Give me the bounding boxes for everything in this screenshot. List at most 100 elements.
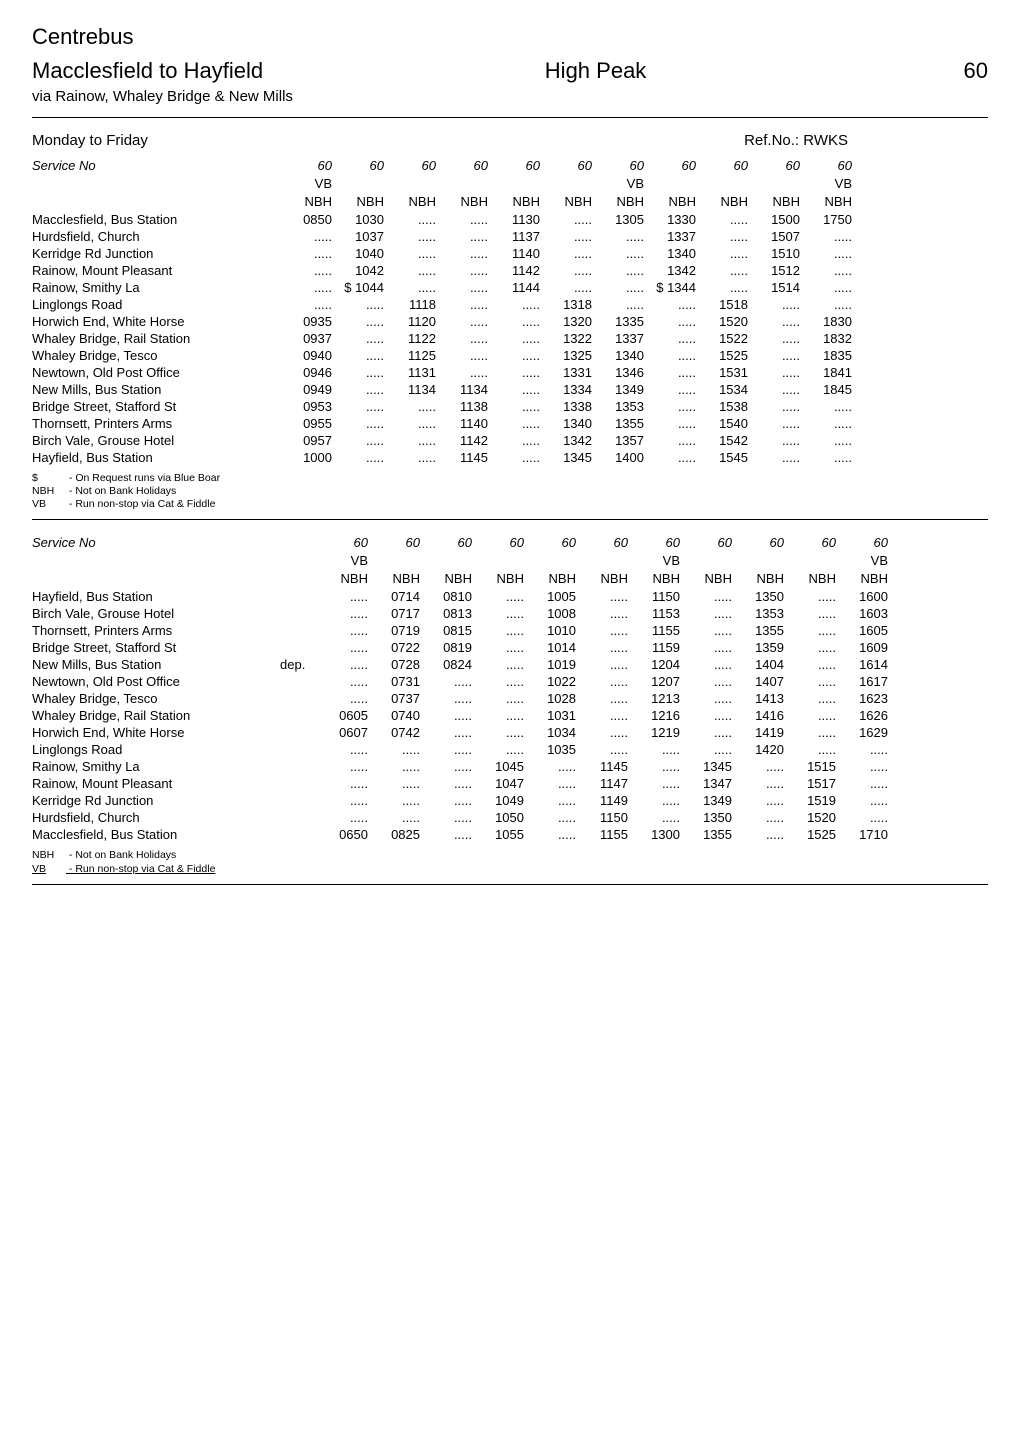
time-cell: 1005: [524, 588, 576, 605]
time-cell: .....: [332, 449, 384, 466]
dep-marker: [280, 758, 316, 775]
code-cell: VB: [592, 175, 644, 193]
dep-marker: [280, 707, 316, 724]
time-cell: 1040: [332, 245, 384, 262]
time-cell: 1204: [628, 656, 680, 673]
time-cell: .....: [644, 432, 696, 449]
time-cell: .....: [332, 415, 384, 432]
time-cell: 1507: [748, 228, 800, 245]
time-cell: 0815: [420, 622, 472, 639]
time-cell: .....: [680, 639, 732, 656]
code-cell: NBH: [384, 193, 436, 211]
stop-name: Newtown, Old Post Office: [32, 364, 280, 381]
time-cell: .....: [384, 279, 436, 296]
time-cell: .....: [540, 279, 592, 296]
code-cell: [368, 552, 420, 570]
time-cell: .....: [592, 262, 644, 279]
time-cell: 1000: [280, 449, 332, 466]
time-cell: .....: [540, 245, 592, 262]
time-cell: 1538: [696, 398, 748, 415]
time-cell: 1137: [488, 228, 540, 245]
time-cell: .....: [784, 622, 836, 639]
time-cell: .....: [332, 296, 384, 313]
time-cell: 1207: [628, 673, 680, 690]
time-cell: 1514: [748, 279, 800, 296]
code-cell: NBH: [488, 193, 540, 211]
time-cell: .....: [384, 415, 436, 432]
service-no: 60: [316, 534, 368, 552]
stop-name: Bridge Street, Stafford St: [32, 639, 280, 656]
dep-marker: [280, 741, 316, 758]
time-cell: 1334: [540, 381, 592, 398]
code-cell: VB: [280, 175, 332, 193]
time-cell: .....: [644, 415, 696, 432]
time-cell: 0731: [368, 673, 420, 690]
code-cell: VB: [800, 175, 852, 193]
service-no: 60: [696, 157, 748, 175]
code-cell: NBH: [472, 570, 524, 588]
dep-marker: [280, 775, 316, 792]
time-cell: 1138: [436, 398, 488, 415]
time-cell: 1359: [732, 639, 784, 656]
stop-name: Horwich End, White Horse: [32, 724, 280, 741]
time-cell: $ 1044: [332, 279, 384, 296]
time-cell: 1349: [592, 381, 644, 398]
time-cell: .....: [368, 741, 420, 758]
time-cell: 1150: [628, 588, 680, 605]
time-cell: 1022: [524, 673, 576, 690]
time-cell: .....: [316, 758, 368, 775]
code-cell: [420, 552, 472, 570]
time-cell: .....: [420, 809, 472, 826]
time-cell: .....: [488, 330, 540, 347]
service-no-label: Service No: [32, 534, 280, 552]
code-cell: NBH: [784, 570, 836, 588]
time-cell: .....: [800, 432, 852, 449]
time-cell: 1355: [680, 826, 732, 843]
time-cell: 0722: [368, 639, 420, 656]
code-cell: [332, 175, 384, 193]
timetable-outbound: Service No6060606060606060606060VBVBVBNB…: [32, 157, 852, 466]
time-cell: .....: [316, 792, 368, 809]
time-cell: 1353: [592, 398, 644, 415]
time-cell: 1830: [800, 313, 852, 330]
time-cell: 1845: [800, 381, 852, 398]
divider: [32, 519, 988, 520]
time-cell: .....: [748, 364, 800, 381]
time-cell: .....: [472, 622, 524, 639]
time-cell: 1347: [680, 775, 732, 792]
time-cell: 1420: [732, 741, 784, 758]
time-cell: .....: [576, 656, 628, 673]
time-cell: 1350: [732, 588, 784, 605]
stop-name: Kerridge Rd Junction: [32, 792, 280, 809]
time-cell: .....: [576, 690, 628, 707]
time-cell: .....: [628, 792, 680, 809]
time-cell: .....: [644, 330, 696, 347]
time-cell: 1140: [436, 415, 488, 432]
stop-name: Whaley Bridge, Tesco: [32, 347, 280, 364]
time-cell: 1320: [540, 313, 592, 330]
time-cell: 1518: [696, 296, 748, 313]
time-cell: 1629: [836, 724, 888, 741]
time-cell: .....: [540, 211, 592, 228]
time-cell: .....: [576, 673, 628, 690]
stop-name: New Mills, Bus Station: [32, 381, 280, 398]
time-cell: 0813: [420, 605, 472, 622]
time-cell: 1155: [576, 826, 628, 843]
service-no: 60: [800, 157, 852, 175]
time-cell: 1832: [800, 330, 852, 347]
time-cell: .....: [420, 707, 472, 724]
time-cell: .....: [800, 262, 852, 279]
time-cell: .....: [836, 775, 888, 792]
stop-name: Kerridge Rd Junction: [32, 245, 280, 262]
code-cell: NBH: [748, 193, 800, 211]
time-cell: 1142: [436, 432, 488, 449]
code-cell: [540, 175, 592, 193]
time-cell: 1145: [576, 758, 628, 775]
stop-name: Whaley Bridge, Rail Station: [32, 707, 280, 724]
service-no: 60: [784, 534, 836, 552]
time-cell: .....: [784, 605, 836, 622]
time-cell: .....: [576, 707, 628, 724]
time-cell: 1340: [644, 245, 696, 262]
time-cell: 0605: [316, 707, 368, 724]
time-cell: .....: [800, 296, 852, 313]
